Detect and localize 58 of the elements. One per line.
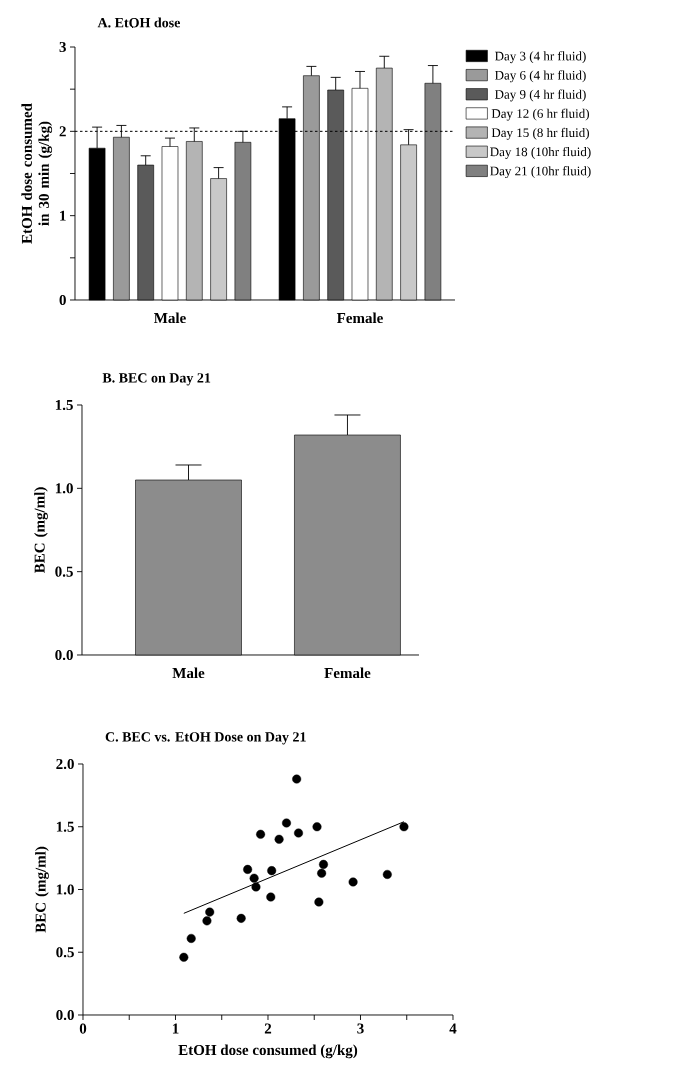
point xyxy=(382,869,392,879)
y-tick-label: 0.5 xyxy=(55,566,73,577)
point xyxy=(348,877,358,887)
x-tick-label: 3 xyxy=(357,1023,364,1034)
legend-label: Day 15 (8 hr fluid) xyxy=(491,127,589,140)
x-axis-title: EtOH dose consumed (g/kg) xyxy=(178,1044,358,1059)
y-tick-label: 0.5 xyxy=(56,947,74,958)
chart-title: A. EtOH dose xyxy=(97,17,180,28)
legend-label: Day 6 (4 hr fluid) xyxy=(494,70,586,83)
point xyxy=(186,933,196,943)
point xyxy=(266,892,276,902)
chart-title: B. BEC on Day 21 xyxy=(102,373,211,386)
point xyxy=(243,864,253,874)
y-tick-label: 2 xyxy=(59,126,66,137)
point xyxy=(281,818,291,828)
x-tick-label: Female xyxy=(336,312,383,324)
y-axis-title: BEC (mg/ml) xyxy=(35,846,49,933)
point xyxy=(267,866,277,876)
x-tick-label: Male xyxy=(172,667,205,679)
y-tick-label: 3 xyxy=(59,41,66,53)
y-axis-title: EtOH dose consumed in 30 min (g/kg) xyxy=(21,103,53,244)
point xyxy=(256,829,266,839)
y-tick-label: 0.0 xyxy=(56,1009,74,1021)
y-tick-label: 1.0 xyxy=(56,884,74,895)
y-tick-label: 0 xyxy=(59,294,66,306)
y-tick-label: 1.5 xyxy=(55,399,73,411)
x-tick-label: Female xyxy=(324,667,371,679)
x-tick-label: Male xyxy=(154,312,186,324)
y-tick-label: 2.0 xyxy=(56,758,74,770)
y-tick-label: 1.5 xyxy=(56,821,74,832)
point xyxy=(251,882,261,892)
chart-title: C. BEC vs. EtOH Dose on Day 21 xyxy=(105,732,306,745)
legend-label: Day 12 (6 hr fluid) xyxy=(491,108,589,121)
point xyxy=(179,952,189,962)
x-tick-label: 0 xyxy=(79,1023,87,1034)
x-tick-label: 4 xyxy=(449,1023,457,1034)
point xyxy=(314,897,324,907)
legend-label: Day 9 (4 hr fluid) xyxy=(494,89,586,102)
point xyxy=(205,907,215,917)
point xyxy=(399,822,409,832)
legend-label: Day 21 (10hr fluid) xyxy=(490,166,591,179)
x-tick-label: 1 xyxy=(172,1023,179,1034)
point xyxy=(274,834,284,844)
point xyxy=(236,913,246,923)
point xyxy=(312,822,322,832)
point xyxy=(318,859,328,869)
point xyxy=(249,873,259,883)
y-tick-label: 1 xyxy=(60,210,66,221)
y-tick-label: 0.0 xyxy=(55,649,73,661)
y-tick-label: 1.0 xyxy=(55,483,73,494)
point xyxy=(292,774,302,784)
legend-label: Day 3 (4 hr fluid) xyxy=(494,51,586,64)
y-axis-title: BEC (mg/ml) xyxy=(34,487,48,574)
legend-label: Day 18 (10hr fluid) xyxy=(490,146,591,159)
x-tick-label: 2 xyxy=(264,1023,272,1034)
point xyxy=(294,828,304,838)
point xyxy=(202,916,212,926)
point xyxy=(317,868,327,878)
